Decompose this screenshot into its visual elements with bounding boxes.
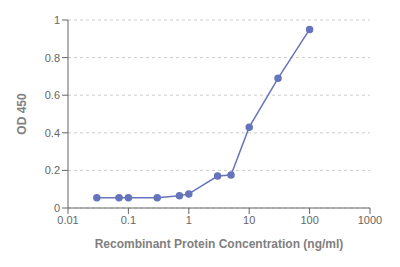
svg-text:Recombinant Protein Concentrat: Recombinant Protein Concentration (ng/ml… <box>95 237 344 251</box>
svg-text:10: 10 <box>243 214 255 226</box>
svg-text:1: 1 <box>186 214 192 226</box>
svg-text:0.2: 0.2 <box>45 164 60 176</box>
svg-text:0.1: 0.1 <box>121 214 136 226</box>
svg-text:0: 0 <box>54 202 60 214</box>
svg-text:0.01: 0.01 <box>57 214 78 226</box>
svg-text:100: 100 <box>300 214 318 226</box>
svg-text:1: 1 <box>54 14 60 26</box>
svg-text:0.4: 0.4 <box>45 127 60 139</box>
svg-text:0.6: 0.6 <box>45 89 60 101</box>
svg-text:0.8: 0.8 <box>45 52 60 64</box>
svg-text:1000: 1000 <box>358 214 382 226</box>
svg-text:OD 450: OD 450 <box>15 93 29 135</box>
